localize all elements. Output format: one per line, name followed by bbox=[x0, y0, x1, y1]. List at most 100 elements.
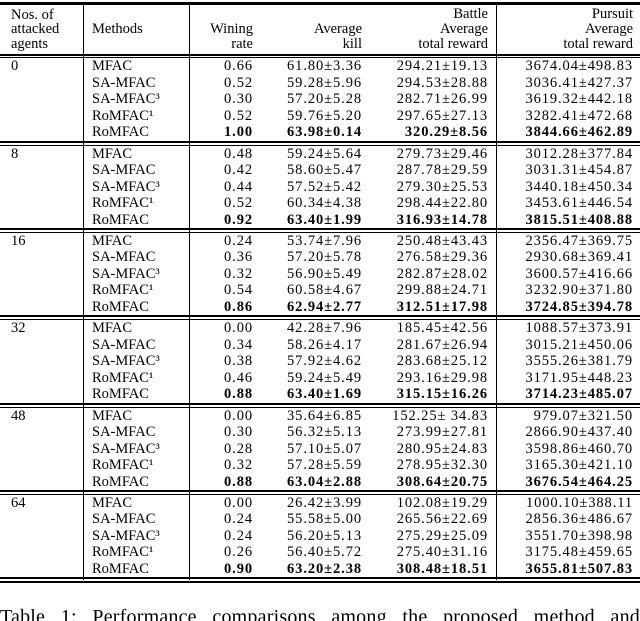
table-row: 64 MFAC 0.00 26.42±3.99 102.08±19.29 1000.10±… bbox=[0, 495, 640, 512]
table-row: SA-MFAC³ 0.38 57.92±4.62 283.68±25.12 3555.2… bbox=[0, 353, 640, 370]
cell-attacked-agents bbox=[0, 91, 84, 108]
cell-attacked-agents bbox=[0, 124, 84, 141]
cell-pursuit-average-total-reward: 3440.18±450.34 bbox=[525, 178, 633, 195]
cell-method: RoMFAC¹ bbox=[92, 282, 154, 299]
cell-method: RoMFAC bbox=[92, 560, 149, 577]
header-methods: Methods bbox=[92, 20, 143, 37]
cell-pursuit-average-total-reward: 2866.90±437.40 bbox=[525, 424, 633, 441]
cell-average-kill: 59.28±5.96 bbox=[287, 74, 362, 91]
cell-wining-rate: 0.38 bbox=[224, 353, 253, 370]
table-row: SA-MFAC 0.34 58.26±4.17 281.67±26.94 3015.21… bbox=[0, 337, 640, 354]
cell-battle-average-total-reward: 283.68±25.12 bbox=[396, 353, 488, 370]
header-battle-average-total-reward: Battle Average total reward bbox=[418, 6, 488, 52]
cell-method: SA-MFAC bbox=[92, 249, 156, 266]
cell-battle-average-total-reward: 279.73±29.46 bbox=[396, 145, 488, 162]
cell-average-kill: 63.98±0.14 bbox=[287, 124, 362, 141]
cell-wining-rate: 0.24 bbox=[224, 232, 253, 249]
cell-wining-rate: 0.24 bbox=[224, 527, 253, 544]
cell-wining-rate: 0.00 bbox=[224, 494, 253, 511]
cell-wining-rate: 0.26 bbox=[224, 544, 253, 561]
group-separator-rule bbox=[0, 490, 640, 495]
cell-attacked-agents bbox=[0, 457, 84, 474]
cell-pursuit-average-total-reward: 3012.28±377.84 bbox=[525, 145, 633, 162]
cell-wining-rate: 0.24 bbox=[224, 511, 253, 528]
cell-attacked-agents bbox=[0, 282, 84, 299]
cell-average-kill: 56.20±5.13 bbox=[287, 527, 362, 544]
cell-battle-average-total-reward: 320.29±8.56 bbox=[404, 124, 488, 141]
vertical-rule-1 bbox=[83, 5, 85, 580]
cell-method: SA-MFAC³ bbox=[92, 178, 160, 195]
cell-battle-average-total-reward: 297.65±27.13 bbox=[396, 107, 488, 124]
cell-pursuit-average-total-reward: 3655.81±507.83 bbox=[525, 560, 633, 577]
table-row: SA-MFAC 0.24 55.58±5.00 265.56±22.69 2856.36… bbox=[0, 511, 640, 528]
cell-method: RoMFAC bbox=[92, 211, 149, 228]
table-row: 16 MFAC 0.24 53.74±7.96 250.48±43.43 2356.47±… bbox=[0, 233, 640, 250]
group-separator-rule bbox=[0, 315, 640, 321]
cell-battle-average-total-reward: 278.95±32.30 bbox=[396, 457, 488, 474]
cell-wining-rate: 0.28 bbox=[224, 440, 253, 457]
cell-battle-average-total-reward: 276.58±29.36 bbox=[396, 249, 488, 266]
cell-method: RoMFAC bbox=[92, 298, 149, 315]
cell-attacked-agents bbox=[0, 108, 84, 125]
cell-pursuit-average-total-reward: 3282.41±472.68 bbox=[525, 107, 633, 124]
cell-method: RoMFAC¹ bbox=[92, 544, 154, 561]
cell-average-kill: 57.20±5.28 bbox=[287, 91, 362, 108]
cell-average-kill: 56.32±5.13 bbox=[287, 424, 362, 441]
cell-battle-average-total-reward: 298.44±22.80 bbox=[396, 195, 488, 212]
cell-pursuit-average-total-reward: 3724.85±394.78 bbox=[525, 298, 633, 315]
cell-average-kill: 60.58±4.67 bbox=[287, 282, 362, 299]
group-separator-rule bbox=[0, 228, 640, 233]
cell-average-kill: 57.20±5.78 bbox=[287, 249, 362, 266]
cell-wining-rate: 0.66 bbox=[224, 58, 253, 75]
cell-pursuit-average-total-reward: 3555.26±381.79 bbox=[525, 353, 633, 370]
cell-wining-rate: 0.54 bbox=[224, 282, 253, 299]
cell-battle-average-total-reward: 273.99±27.81 bbox=[396, 424, 488, 441]
cell-method: SA-MFAC³ bbox=[92, 91, 160, 108]
cell-average-kill: 63.04±2.88 bbox=[287, 473, 362, 490]
cell-wining-rate: 0.32 bbox=[224, 265, 253, 282]
cell-average-kill: 57.28±5.59 bbox=[287, 457, 362, 474]
cell-attacked-agents bbox=[0, 474, 84, 491]
cell-attacked-agents bbox=[0, 179, 84, 196]
cell-pursuit-average-total-reward: 3676.54±464.25 bbox=[525, 473, 633, 490]
cell-wining-rate: 0.52 bbox=[224, 195, 253, 212]
cell-pursuit-average-total-reward: 3036.41±427.37 bbox=[525, 74, 633, 91]
cell-wining-rate: 0.00 bbox=[224, 407, 253, 424]
cell-average-kill: 55.58±5.00 bbox=[287, 511, 362, 528]
table-row: RoMFAC 0.88 63.04±2.88 308.64±20.75 3676.54±… bbox=[0, 474, 640, 491]
vertical-rule-2 bbox=[189, 5, 191, 580]
cell-attacked-agents: 64 bbox=[11, 494, 26, 511]
cell-attacked-agents: 8 bbox=[11, 145, 19, 162]
table-row: RoMFAC¹ 0.32 57.28±5.59 278.95±32.30 3165.30… bbox=[0, 457, 640, 474]
table-body: 0 MFAC 0.66 61.80±3.36 294.21±19.13 3674.04±4… bbox=[0, 58, 640, 577]
table-group: 32 MFAC 0.00 42.28±7.96 185.45±42.56 1088.57±… bbox=[0, 320, 640, 403]
cell-method: RoMFAC bbox=[92, 473, 149, 490]
cell-average-kill: 57.10±5.07 bbox=[287, 440, 362, 457]
table-row: SA-MFAC³ 0.24 56.20±5.13 275.29±25.09 3551.7… bbox=[0, 528, 640, 545]
table-row: 32 MFAC 0.00 42.28±7.96 185.45±42.56 1088.57±… bbox=[0, 320, 640, 337]
cell-battle-average-total-reward: 275.40±31.16 bbox=[396, 544, 488, 561]
cell-average-kill: 56.40±5.72 bbox=[287, 544, 362, 561]
cell-method: RoMFAC¹ bbox=[92, 457, 154, 474]
cell-pursuit-average-total-reward: 3619.32±442.18 bbox=[525, 91, 633, 108]
table-header-row: Nos. of attacked agents Methods Wining r… bbox=[0, 5, 640, 54]
cell-pursuit-average-total-reward: 3600.57±416.66 bbox=[525, 265, 633, 282]
header-pursuit-average-total-reward: Pursuit Average total reward bbox=[563, 6, 633, 52]
table-row: SA-MFAC³ 0.28 57.10±5.07 280.95±24.83 3598.8… bbox=[0, 441, 640, 458]
cell-method: MFAC bbox=[92, 494, 133, 511]
cell-pursuit-average-total-reward: 3714.23±485.07 bbox=[525, 386, 633, 403]
table-row: RoMFAC 0.90 63.20±2.38 308.48±18.51 3655.81±… bbox=[0, 561, 640, 578]
cell-battle-average-total-reward: 280.95±24.83 bbox=[396, 440, 488, 457]
table-row: RoMFAC 0.86 62.94±2.77 312.51±17.98 3724.85±… bbox=[0, 299, 640, 316]
table-row: RoMFAC 1.00 63.98±0.14 320.29±8.56 3844.66±4… bbox=[0, 124, 640, 141]
cell-pursuit-average-total-reward: 3171.95±448.23 bbox=[525, 369, 633, 386]
cell-pursuit-average-total-reward: 3815.51±408.88 bbox=[525, 211, 633, 228]
table-row: SA-MFAC³ 0.30 57.20±5.28 282.71±26.99 3619.3… bbox=[0, 91, 640, 108]
cell-pursuit-average-total-reward: 3015.21±450.06 bbox=[525, 336, 633, 353]
cell-pursuit-average-total-reward: 3165.30±421.10 bbox=[525, 457, 633, 474]
table-row: RoMFAC 0.88 63.40±1.69 315.15±16.26 3714.23±… bbox=[0, 386, 640, 403]
cell-average-kill: 35.64±6.85 bbox=[287, 407, 362, 424]
cell-method: SA-MFAC bbox=[92, 511, 156, 528]
cell-method: RoMFAC¹ bbox=[92, 195, 154, 212]
